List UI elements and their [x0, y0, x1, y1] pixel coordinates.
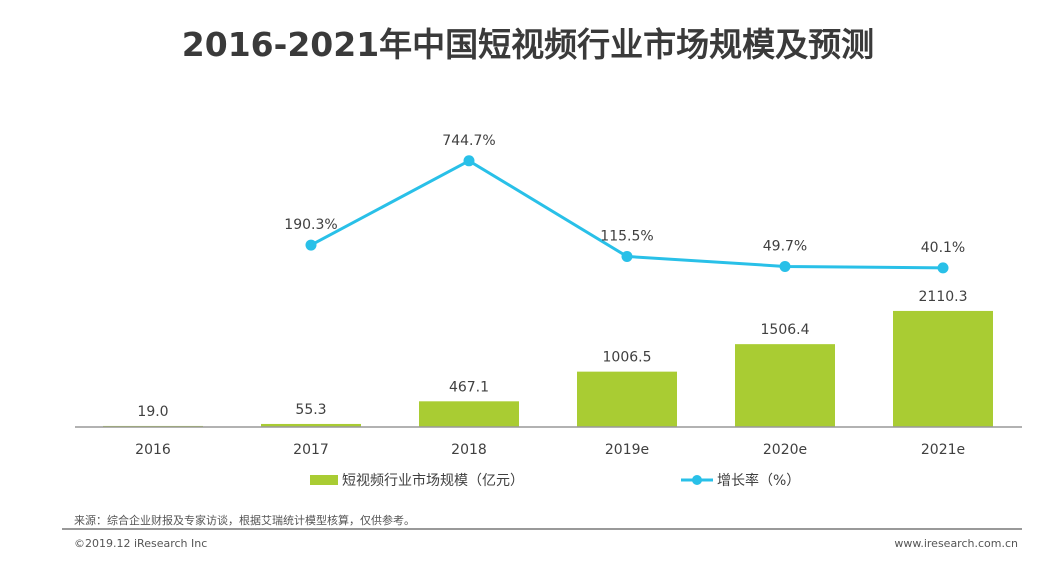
- x-tick-2018: 2018: [451, 442, 487, 458]
- bar-label-2016: 19.0: [137, 404, 168, 420]
- legend-bar-label: 短视频行业市场规模（亿元）: [342, 473, 524, 489]
- growth-label-2020e: 49.7%: [763, 238, 807, 254]
- bar-2018: [419, 401, 519, 427]
- x-tick-2020e: 2020e: [763, 442, 807, 458]
- x-tick-2017: 2017: [293, 442, 329, 458]
- x-tick-2019e: 2019e: [605, 442, 649, 458]
- x-tick-2016: 2016: [135, 442, 171, 458]
- bar-label-2017: 55.3: [295, 402, 326, 418]
- bar-2019e: [577, 371, 677, 427]
- chart-title: 2016-2021年中国短视频行业市场规模及预测: [181, 25, 875, 64]
- legend-bar-swatch: [310, 475, 338, 485]
- bar-2017: [261, 423, 361, 427]
- growth-point-2020e: [779, 260, 791, 272]
- legend-line-label: 增长率（%）: [717, 473, 801, 489]
- growth-point-2017: [305, 239, 317, 251]
- website: www.iresearch.com.cn: [894, 537, 1018, 550]
- bar-2020e: [735, 344, 835, 427]
- growth-label-2018: 744.7%: [442, 133, 495, 149]
- bar-label-2019e: 1006.5: [603, 350, 652, 366]
- source-note: 来源：综合企业财报及专家访谈，根据艾瑞统计模型核算，仅供参考。: [74, 514, 415, 527]
- bar-2021e: [893, 310, 993, 427]
- growth-point-2021e: [937, 262, 949, 274]
- legend-line-swatch: [681, 475, 713, 485]
- copyright: ©2019.12 iResearch Inc: [74, 537, 208, 550]
- growth-label-2017: 190.3%: [284, 217, 337, 233]
- growth-label-2021e: 40.1%: [921, 240, 965, 256]
- growth-point-2018: [463, 155, 475, 167]
- growth-label-2019e: 115.5%: [600, 228, 653, 244]
- bar-label-2018: 467.1: [449, 379, 489, 395]
- bar-label-2021e: 2110.3: [919, 289, 968, 305]
- bar-label-2020e: 1506.4: [761, 322, 810, 338]
- legend-item-bar: 短视频行业市场规模（亿元）: [310, 470, 524, 490]
- growth-point-2019e: [621, 250, 633, 262]
- footer-divider: [62, 528, 1022, 530]
- x-tick-2021e: 2021e: [921, 442, 965, 458]
- legend-item-line: 增长率（%）: [680, 470, 800, 490]
